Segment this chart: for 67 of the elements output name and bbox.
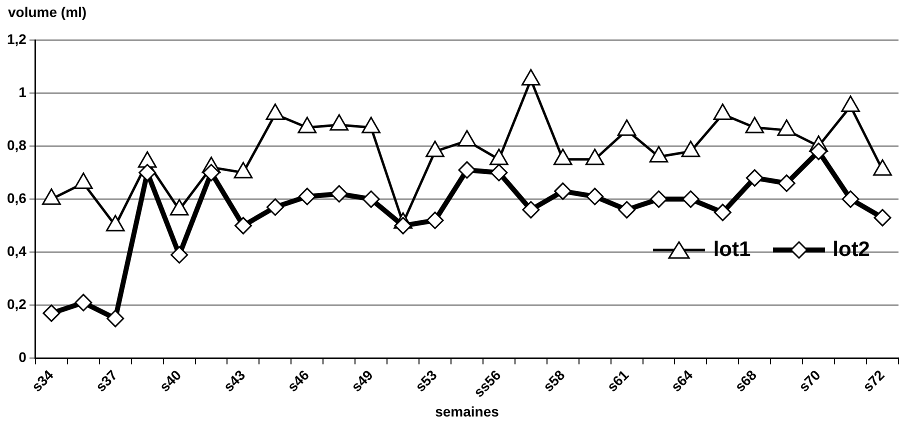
x-tick-label: s58 [540,366,568,395]
y-tick-label: 1 [18,84,27,100]
point [842,190,860,208]
point [362,190,380,208]
legend-label: lot1 [713,238,751,262]
point [362,116,380,134]
x-tick-label: s46 [284,366,312,395]
point [841,96,860,112]
point [266,104,285,120]
point [681,140,700,158]
x-tick-label: s43 [220,366,248,395]
point [650,190,668,208]
point [585,148,604,166]
point [554,182,572,200]
point [778,174,796,192]
point [649,146,668,162]
point [234,162,253,178]
point [266,198,284,216]
x-tick-label: s40 [156,366,184,395]
point [170,246,188,264]
y-tick-label: 1,2 [6,30,27,47]
point [745,116,764,134]
point [682,190,700,208]
y-axis-title: volume (ml) [8,4,87,20]
x-tick-label: s49 [348,366,376,395]
point [714,204,732,222]
point [234,216,252,234]
point [777,119,796,136]
legend-label: lot2 [832,238,870,262]
y-tick-label: 0 [18,349,27,366]
point [330,185,348,203]
point [617,119,636,136]
x-tick-label: s34 [28,366,56,395]
x-axis-title: semaines [435,403,500,420]
point [298,116,317,134]
x-tick-label: s37 [92,366,120,395]
x-tick-label: s68 [732,366,760,395]
point [330,114,349,131]
point [522,69,540,86]
point [426,140,444,158]
point [298,188,316,206]
point [202,164,220,182]
y-tick-label: 0,6 [6,190,27,206]
x-tick-label: s70 [796,366,824,395]
point [458,161,476,179]
point [873,159,892,176]
y-tick-label: 0,2 [6,296,27,312]
point [426,212,444,230]
point [138,164,156,182]
x-tick-label: s72 [860,366,888,395]
x-tick-label: s53 [412,366,440,395]
point [713,104,732,120]
point [618,201,636,219]
point [522,201,540,219]
point [490,148,508,166]
x-tick-label: s64 [668,366,696,395]
point [586,188,604,206]
y-tick-label: 0,8 [6,136,27,153]
x-tick-label: s61 [604,366,632,395]
y-tick-label: 0,4 [6,243,27,260]
point [490,164,508,182]
point [458,130,476,147]
point [746,169,764,187]
point [553,148,572,166]
point [138,151,157,168]
point [874,208,892,226]
point [394,216,412,234]
